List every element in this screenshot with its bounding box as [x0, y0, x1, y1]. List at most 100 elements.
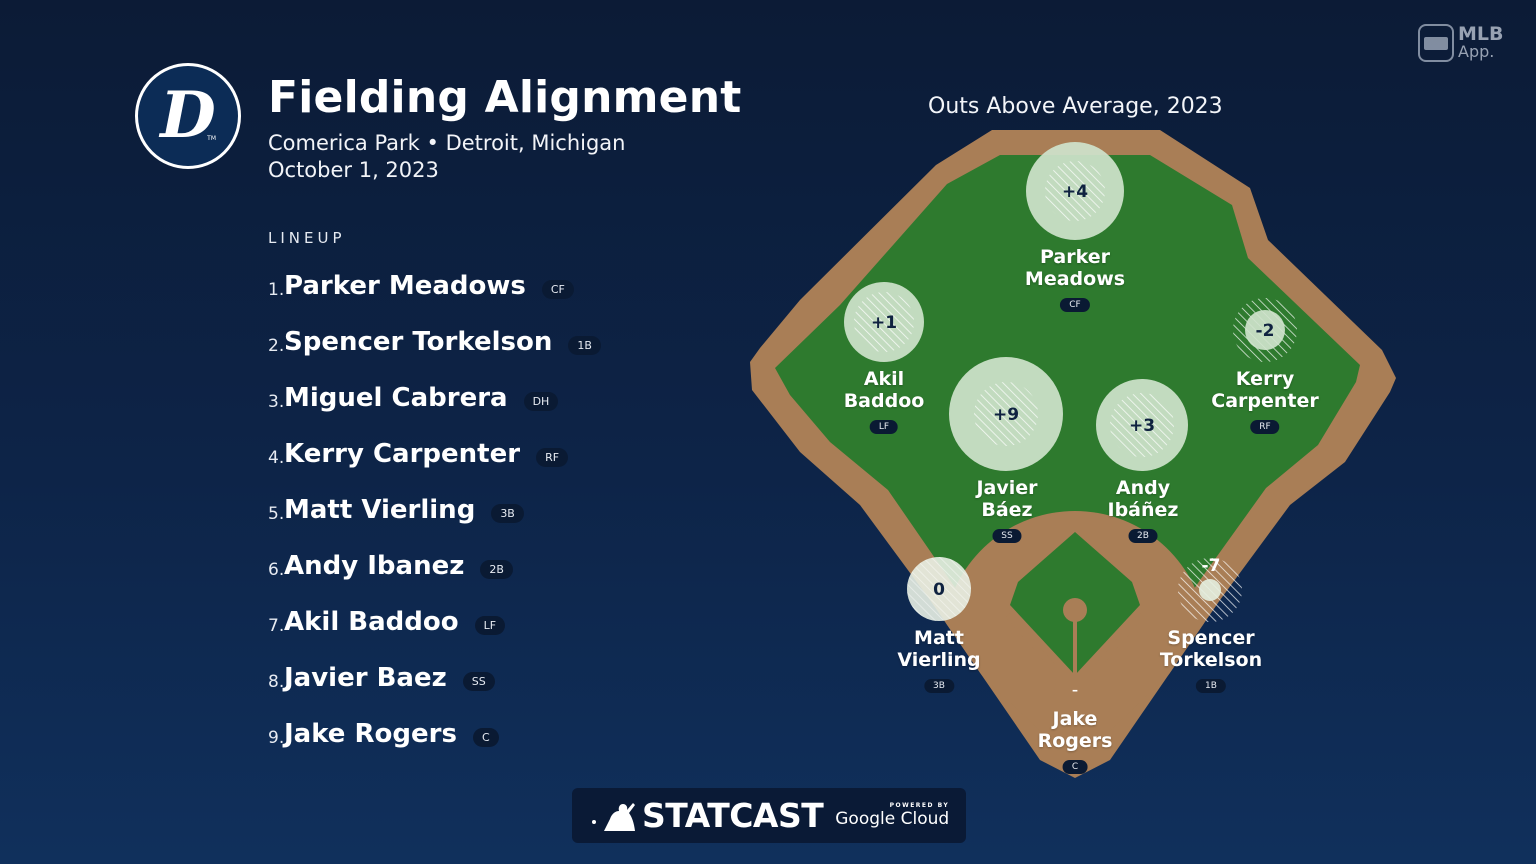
first-name: Javier: [976, 477, 1038, 499]
lineup-item: 6. Andy Ibanez 2B: [268, 538, 601, 594]
field-player-lf: Akil Baddoo LF: [843, 368, 925, 434]
field-player-1b: Spencer Torkelson 1B: [1160, 627, 1262, 693]
position-badge: RF: [536, 447, 569, 467]
position-badge: LF: [869, 420, 899, 434]
last-name: Carpenter: [1211, 390, 1319, 412]
hatch-center-ss: [974, 382, 1038, 446]
hatch-center-2b: [1110, 393, 1174, 457]
lineup-item: 4. Kerry Carpenter RF: [268, 426, 601, 482]
batting-order: 5.: [268, 504, 285, 524]
player-name: Javier Baez: [284, 663, 447, 693]
position-badge: DH: [523, 391, 559, 411]
batting-order: 1.: [268, 280, 285, 300]
field-player-2b: Andy Ibáñez 2B: [1107, 477, 1179, 543]
statcast-footer-logo: STATCAST POWERED BY Google Cloud: [572, 788, 966, 843]
last-name: Baddoo: [843, 390, 925, 412]
outfield-grass: [775, 155, 1360, 742]
lineup-item: 5. Matt Vierling 3B: [268, 482, 601, 538]
position-badge: 2B: [1128, 529, 1158, 543]
first-name: Matt: [914, 627, 964, 649]
mlb-batter-silhouette-icon: [604, 802, 635, 831]
position-badge: RF: [1250, 420, 1280, 434]
field-player-cf: Parker Meadows CF: [1025, 246, 1125, 312]
player-name: Andy Ibanez: [284, 551, 465, 581]
first-name: Andy: [1115, 477, 1171, 499]
field-player-ss: Javier Báez SS: [976, 477, 1038, 543]
player-name: Parker Meadows: [284, 271, 526, 301]
player-name: Spencer Torkelson: [284, 327, 553, 357]
field-player-c: Jake Rogers C: [1037, 708, 1113, 774]
position-badge: 1B: [568, 335, 601, 355]
position-badge: SS: [462, 671, 495, 691]
oaa-value-3b: 0: [933, 580, 945, 600]
position-badge: CF: [1060, 298, 1090, 312]
last-name: Ibáñez: [1107, 499, 1179, 521]
mlb-logo-icon: [1418, 24, 1454, 62]
batting-order: 6.: [268, 560, 285, 580]
oaa-value-2b: +3: [1128, 416, 1156, 436]
lineup-item: 9. Jake Rogers C: [268, 706, 601, 762]
powered-by-label: POWERED BY: [889, 802, 950, 809]
player-name: Matt Vierling: [284, 495, 476, 525]
lineup-item: 8. Javier Baez SS: [268, 650, 601, 706]
last-name: Rogers: [1037, 730, 1113, 752]
hatch-ring-3b: [907, 557, 971, 621]
lineup-item: 2. Spencer Torkelson 1B: [268, 314, 601, 370]
mlb-app-name: MLB: [1458, 23, 1504, 45]
oaa-value-1b: -7: [1201, 556, 1221, 576]
subtitle: Comerica Park • Detroit, Michigan Octobe…: [268, 130, 625, 184]
field-player-3b: Matt Vierling 3B: [897, 627, 981, 693]
chart-title: Outs Above Average, 2023: [928, 94, 1223, 119]
position-badge: 3B: [924, 679, 954, 693]
statcast-wordmark: STATCAST: [642, 796, 824, 835]
position-badge: C: [472, 727, 499, 747]
position-badge: LF: [474, 615, 506, 635]
player-name: Akil Baddoo: [284, 607, 459, 637]
batting-order: 9.: [268, 728, 285, 748]
lineup-list: 1. Parker Meadows CF 2. Spencer Torkelso…: [268, 258, 601, 762]
position-badge: 2B: [480, 559, 513, 579]
oaa-value-rf: -2: [1255, 321, 1275, 341]
batting-order: 8.: [268, 672, 285, 692]
lineup-item: 1. Parker Meadows CF: [268, 258, 601, 314]
oaa-value-c: –: [1072, 683, 1078, 697]
last-name: Torkelson: [1159, 649, 1263, 671]
batting-order: 3.: [268, 392, 285, 412]
mlb-app-logo: MLB App.: [1418, 24, 1504, 62]
first-name: Parker: [1039, 246, 1110, 268]
page-title: Fielding Alignment: [268, 72, 742, 123]
player-name: Miguel Cabrera: [284, 383, 508, 413]
venue-line: Comerica Park • Detroit, Michigan: [268, 131, 626, 155]
position-badge: 1B: [1196, 679, 1226, 693]
oaa-value-cf: +4: [1061, 182, 1089, 202]
oaa-value-lf: +1: [870, 313, 898, 333]
pitchers-mound: [1063, 598, 1087, 622]
batting-order: 7.: [268, 616, 285, 636]
player-name: Jake Rogers: [284, 719, 457, 749]
dot-icon: [592, 819, 596, 824]
google-cloud-label: Google Cloud: [835, 809, 950, 829]
hatch-center-lf: [854, 292, 914, 352]
bubble-core-1b: [1199, 579, 1221, 601]
lineup-heading: LINEUP: [268, 229, 346, 247]
batting-order: 2.: [268, 336, 285, 356]
position-badge: CF: [541, 279, 574, 299]
tigers-d-icon: D: [160, 78, 216, 153]
game-date: October 1, 2023: [268, 158, 439, 182]
first-name: Kerry: [1235, 368, 1295, 390]
last-name: Vierling: [897, 649, 981, 671]
hatch-center-cf: [1045, 161, 1105, 221]
bubble-core-rf: [1245, 310, 1285, 350]
trademark-mark: TM: [207, 135, 216, 142]
last-name: Báez: [981, 499, 1033, 521]
mlb-app-suffix: App.: [1458, 42, 1495, 61]
first-name: Jake: [1052, 708, 1098, 730]
team-logo: D TM: [135, 63, 241, 169]
first-name: Akil: [863, 368, 905, 390]
player-name: Kerry Carpenter: [284, 439, 521, 469]
oaa-value-ss: +9: [992, 405, 1020, 425]
lineup-item: 3. Miguel Cabrera DH: [268, 370, 601, 426]
position-badge: C: [1062, 760, 1088, 774]
position-badge: 3B: [491, 503, 524, 523]
